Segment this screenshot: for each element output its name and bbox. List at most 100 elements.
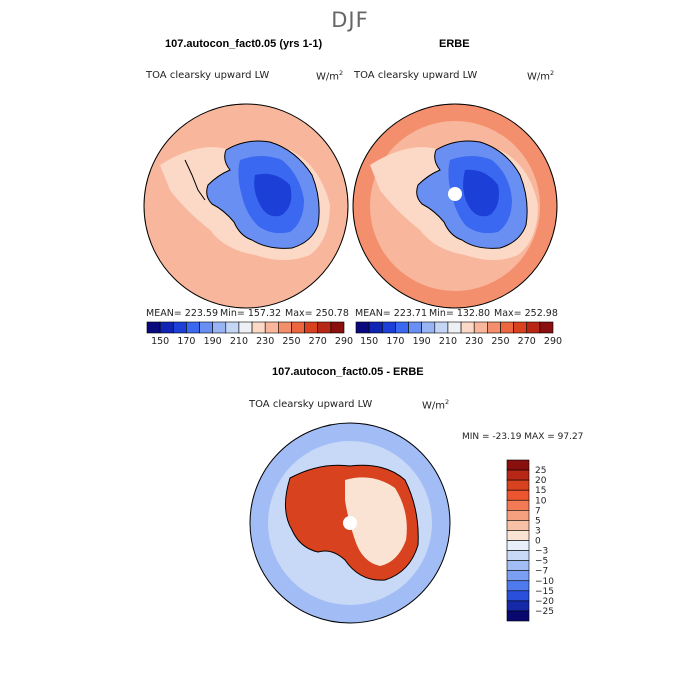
colorbar-tick-label: 270 [309,336,327,347]
colorbar-tick-label: 20 [535,476,547,486]
panel3-title: 107.autocon_fact0.05 - ERBE [272,366,424,378]
colorbar-cell [506,600,530,612]
colorbar-cell [506,499,530,511]
panel1-max: Max= 250.78 [285,308,349,319]
colorbar-erbe: 150 170 190 210 230 250 270 290 [355,321,562,347]
panel2-min: Min= 132.80 [429,308,491,319]
colorbar-tick-label: 7 [535,506,541,516]
colorbar-cell [251,321,266,334]
colorbar-model: 150 170 190 210 230 250 270 290 [146,321,353,347]
colorbar-cell [159,321,174,334]
colorbar-cell [473,321,488,334]
colorbar-tick-label: 210 [230,336,248,347]
colorbar-cell [264,321,279,334]
panel2-mean: MEAN= 223.71 [355,308,428,319]
colorbar-cell [506,540,530,551]
colorbar-tick-label: 150 [360,336,378,347]
panel2-variable-label: TOA clearsky upward LW [354,70,478,81]
colorbar-cell [487,321,501,334]
figure-title: DJF [331,8,369,32]
colorbar-cell [513,321,528,334]
map-diff-coastline [285,464,419,581]
colorbar-cell [506,560,530,571]
colorbar-cell [381,321,396,334]
colorbar-tick-label: 5 [535,516,541,526]
colorbar-tick-label: 210 [439,336,457,347]
colorbar-tick-label: −25 [535,607,554,617]
colorbar-tick-label: 230 [465,336,483,347]
panel1-units: W/m2 [316,69,344,83]
map-model [144,104,348,308]
colorbar-tick-label: 10 [535,496,547,506]
colorbar-tick-label: −7 [535,567,548,577]
colorbar-cell [447,321,462,334]
colorbar-tick-label: 25 [535,466,546,476]
colorbar-tick-label: 3 [535,526,541,536]
colorbar-cell [278,321,292,334]
colorbar-cell [506,580,530,592]
colorbar-cell [199,321,213,334]
colorbar-cell [506,550,530,561]
colorbar-cell [291,321,305,334]
map-model-coastline [184,140,320,249]
colorbar-cell [506,469,530,481]
colorbar-cell [355,321,370,334]
map-erbe-coastline [416,140,528,249]
colorbar-tick-label: 290 [335,336,353,347]
colorbar-cell [317,321,332,334]
map-model-border [143,103,349,309]
map-erbe-core [463,169,499,217]
colorbar-cell [506,570,530,582]
colorbar-cell [460,321,475,334]
colorbar-tick-label: 190 [204,336,222,347]
colorbar-cell [368,321,383,334]
colorbar-tick-label: −5 [535,557,548,567]
colorbar-tick-label: 270 [518,336,536,347]
panel1-min: Min= 157.32 [220,308,282,319]
colorbar-cell [395,321,409,334]
colorbar-tick-label: −10 [535,577,554,587]
panel3-variable-label: TOA clearsky upward LW [249,399,373,410]
colorbar-tick-label: −3 [535,547,548,557]
colorbar-tick-label: 15 [535,486,546,496]
colorbar-tick-label: 230 [256,336,274,347]
colorbar-tick-label: 250 [282,336,300,347]
map-erbe [353,104,557,308]
colorbar-cell [408,321,422,334]
panel3-units: W/m2 [422,398,450,412]
colorbar-cell [506,510,530,521]
colorbar-tick-label: −20 [535,597,554,607]
colorbar-cell [212,321,227,334]
colorbar-tick-label: 150 [151,336,169,347]
map-diff-interior [345,477,407,566]
panel3-minmax: MIN = -23.19 MAX = 97.27 [462,432,584,442]
colorbar-cell [506,479,530,491]
colorbar-cell [186,321,200,334]
panel1-title: 107.autocon_fact0.05 (yrs 1-1) [165,38,323,50]
panel1-variable-label: TOA clearsky upward LW [146,70,270,81]
colorbar-cell [539,321,554,334]
panel1-mean: MEAN= 223.59 [146,308,219,319]
colorbar-tick-label: 170 [177,336,195,347]
colorbar-cell [506,530,530,541]
map-diff-border [249,422,451,624]
colorbar-cell [172,321,187,334]
colorbar-tick-label: 0 [535,537,541,547]
colorbar-cell [421,321,436,334]
colorbar-cell [526,321,541,334]
colorbar-cell [500,321,514,334]
colorbar-tick-label: 290 [544,336,562,347]
panel2-title: ERBE [439,38,470,50]
colorbar-cell [506,610,530,622]
map-diff [250,423,450,623]
colorbar-cell [506,590,530,602]
colorbar-tick-label: 170 [386,336,404,347]
colorbar-cell [506,520,530,531]
colorbar-cell [506,489,530,501]
colorbar-cell [225,321,240,334]
map-diff-pole-hole [343,516,357,530]
colorbar-tick-label: 190 [413,336,431,347]
colorbar-tick-label: 250 [491,336,509,347]
